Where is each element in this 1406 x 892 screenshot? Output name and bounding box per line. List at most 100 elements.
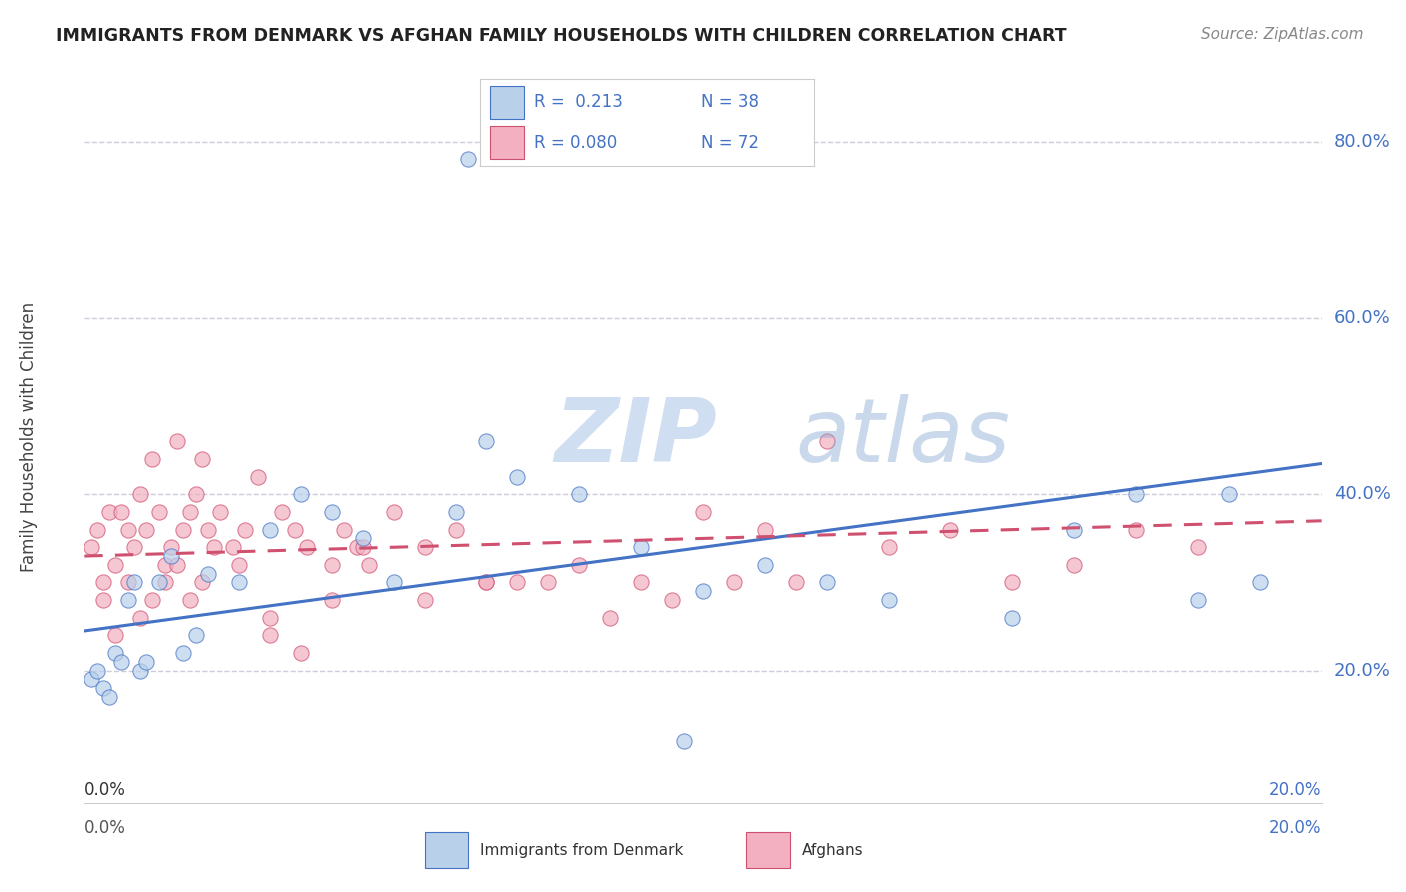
Point [179, 505, 201, 519]
Point [290, 646, 312, 660]
Point [104, 646, 127, 660]
Point [246, 469, 269, 483]
Point [179, 593, 201, 607]
Point [172, 523, 194, 537]
Point [815, 575, 838, 590]
Point [148, 575, 170, 590]
Point [135, 655, 157, 669]
Text: 20.0%: 20.0% [1334, 662, 1391, 680]
Point [352, 532, 374, 546]
Point [222, 540, 245, 554]
Point [692, 505, 714, 519]
Point [333, 523, 356, 537]
Point [228, 575, 250, 590]
Point [357, 558, 380, 572]
Text: 60.0%: 60.0% [1334, 310, 1391, 327]
Point [1187, 540, 1209, 554]
Point [79, 540, 101, 554]
Point [754, 523, 776, 537]
Point [228, 558, 250, 572]
Point [117, 593, 139, 607]
Point [184, 628, 207, 642]
Point [160, 540, 183, 554]
Point [382, 505, 405, 519]
Point [692, 584, 714, 599]
Point [785, 575, 807, 590]
Point [723, 575, 745, 590]
Point [153, 558, 176, 572]
Point [197, 566, 219, 581]
Point [79, 673, 101, 687]
Point [166, 558, 188, 572]
Point [122, 540, 145, 554]
Point [284, 523, 307, 537]
Point [160, 549, 183, 563]
Text: 0.0%: 0.0% [84, 781, 127, 799]
Point [122, 575, 145, 590]
Point [537, 575, 560, 590]
Point [321, 593, 343, 607]
Point [110, 505, 132, 519]
Point [599, 611, 621, 625]
Point [346, 540, 368, 554]
Point [877, 593, 900, 607]
Point [939, 523, 962, 537]
Point [1001, 575, 1024, 590]
Text: 80.0%: 80.0% [1334, 133, 1391, 151]
Point [475, 575, 498, 590]
Point [1001, 611, 1024, 625]
Point [506, 575, 529, 590]
Point [457, 153, 479, 167]
Point [475, 575, 498, 590]
Point [259, 628, 281, 642]
Point [1063, 558, 1085, 572]
Point [413, 593, 436, 607]
Point [129, 611, 152, 625]
Point [1063, 523, 1085, 537]
Point [271, 505, 294, 519]
Point [259, 611, 281, 625]
Point [1125, 487, 1147, 501]
Point [475, 434, 498, 449]
Point [290, 487, 312, 501]
Point [148, 505, 170, 519]
Point [166, 434, 188, 449]
Point [110, 655, 132, 669]
Text: atlas: atlas [796, 394, 1011, 480]
Point [117, 575, 139, 590]
Text: Family Households with Children: Family Households with Children [20, 302, 38, 572]
Point [233, 523, 256, 537]
Point [104, 628, 127, 642]
Point [321, 558, 343, 572]
Point [1187, 593, 1209, 607]
Text: Source: ZipAtlas.com: Source: ZipAtlas.com [1201, 27, 1364, 42]
Point [141, 452, 163, 467]
Text: 20.0%: 20.0% [1270, 819, 1322, 837]
Point [506, 469, 529, 483]
Text: 0.0%: 0.0% [84, 819, 127, 837]
Point [104, 558, 127, 572]
Point [191, 575, 214, 590]
Point [202, 540, 225, 554]
Point [877, 540, 900, 554]
Point [661, 593, 683, 607]
Point [129, 664, 152, 678]
Point [91, 575, 114, 590]
Point [1249, 575, 1271, 590]
Point [98, 505, 121, 519]
Point [295, 540, 318, 554]
Point [197, 523, 219, 537]
Point [184, 487, 207, 501]
Point [117, 523, 139, 537]
Point [321, 505, 343, 519]
Point [153, 575, 176, 590]
Point [129, 487, 152, 501]
Point [91, 681, 114, 696]
Point [754, 558, 776, 572]
Point [568, 558, 591, 572]
Point [98, 690, 121, 704]
Point [382, 575, 405, 590]
Point [86, 523, 108, 537]
Text: 40.0%: 40.0% [1334, 485, 1391, 503]
Point [259, 523, 281, 537]
